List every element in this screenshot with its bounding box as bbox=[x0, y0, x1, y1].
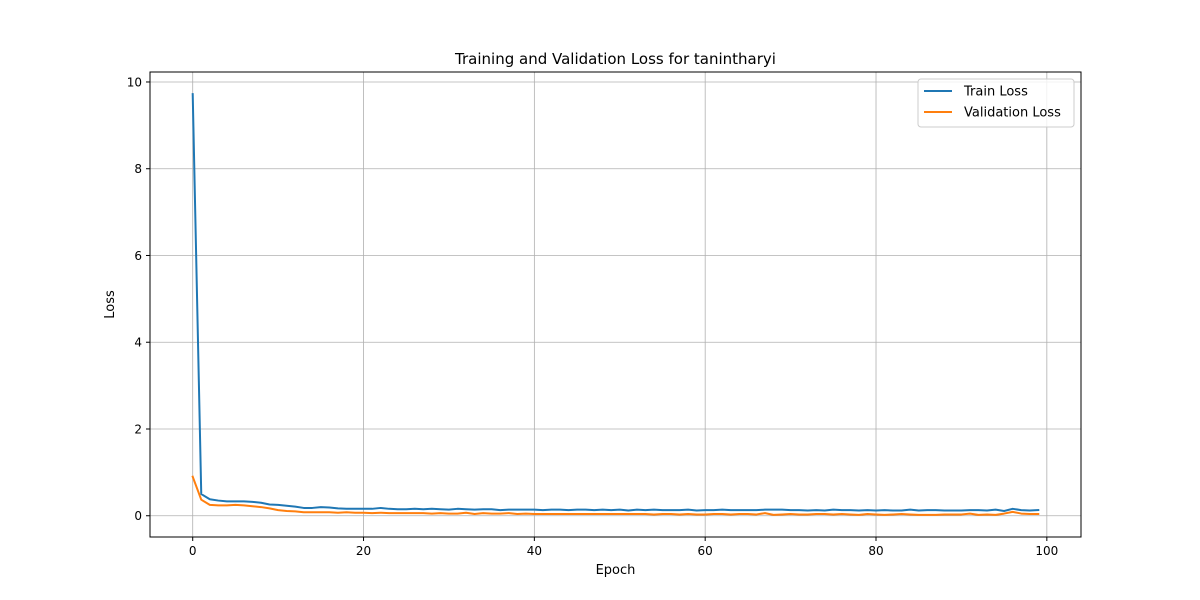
x-tick-label: 60 bbox=[698, 544, 713, 558]
legend-label-validation-loss: Validation Loss bbox=[964, 106, 1061, 121]
y-tick-label: 2 bbox=[134, 422, 142, 436]
axis-ticks: 0 20 40 60 80 100 0 2 4 6 8 10 bbox=[127, 75, 1059, 558]
legend: Train Loss Validation Loss bbox=[917, 78, 1075, 128]
series-lines bbox=[191, 93, 1040, 516]
x-tick-label: 100 bbox=[1035, 544, 1058, 558]
chart-title: Training and Validation Loss for taninth… bbox=[454, 50, 776, 68]
series-line-train-loss bbox=[191, 93, 1040, 512]
y-tick-label: 6 bbox=[134, 249, 142, 263]
x-tick-label: 0 bbox=[189, 544, 197, 558]
x-tick-label: 40 bbox=[527, 544, 542, 558]
x-axis-label: Epoch bbox=[596, 563, 636, 578]
legend-box bbox=[917, 78, 1075, 128]
x-tick-label: 20 bbox=[356, 544, 371, 558]
y-axis-label: Loss bbox=[103, 290, 118, 319]
y-tick-label: 0 bbox=[134, 509, 142, 523]
y-tick-label: 8 bbox=[134, 162, 142, 176]
y-tick-label: 10 bbox=[127, 75, 142, 89]
plot-frame bbox=[149, 71, 1082, 538]
x-tick-label: 80 bbox=[868, 544, 883, 558]
series-line-validation-loss bbox=[191, 475, 1040, 516]
legend-label-train-loss: Train Loss bbox=[963, 85, 1028, 100]
y-tick-label: 4 bbox=[134, 336, 142, 350]
